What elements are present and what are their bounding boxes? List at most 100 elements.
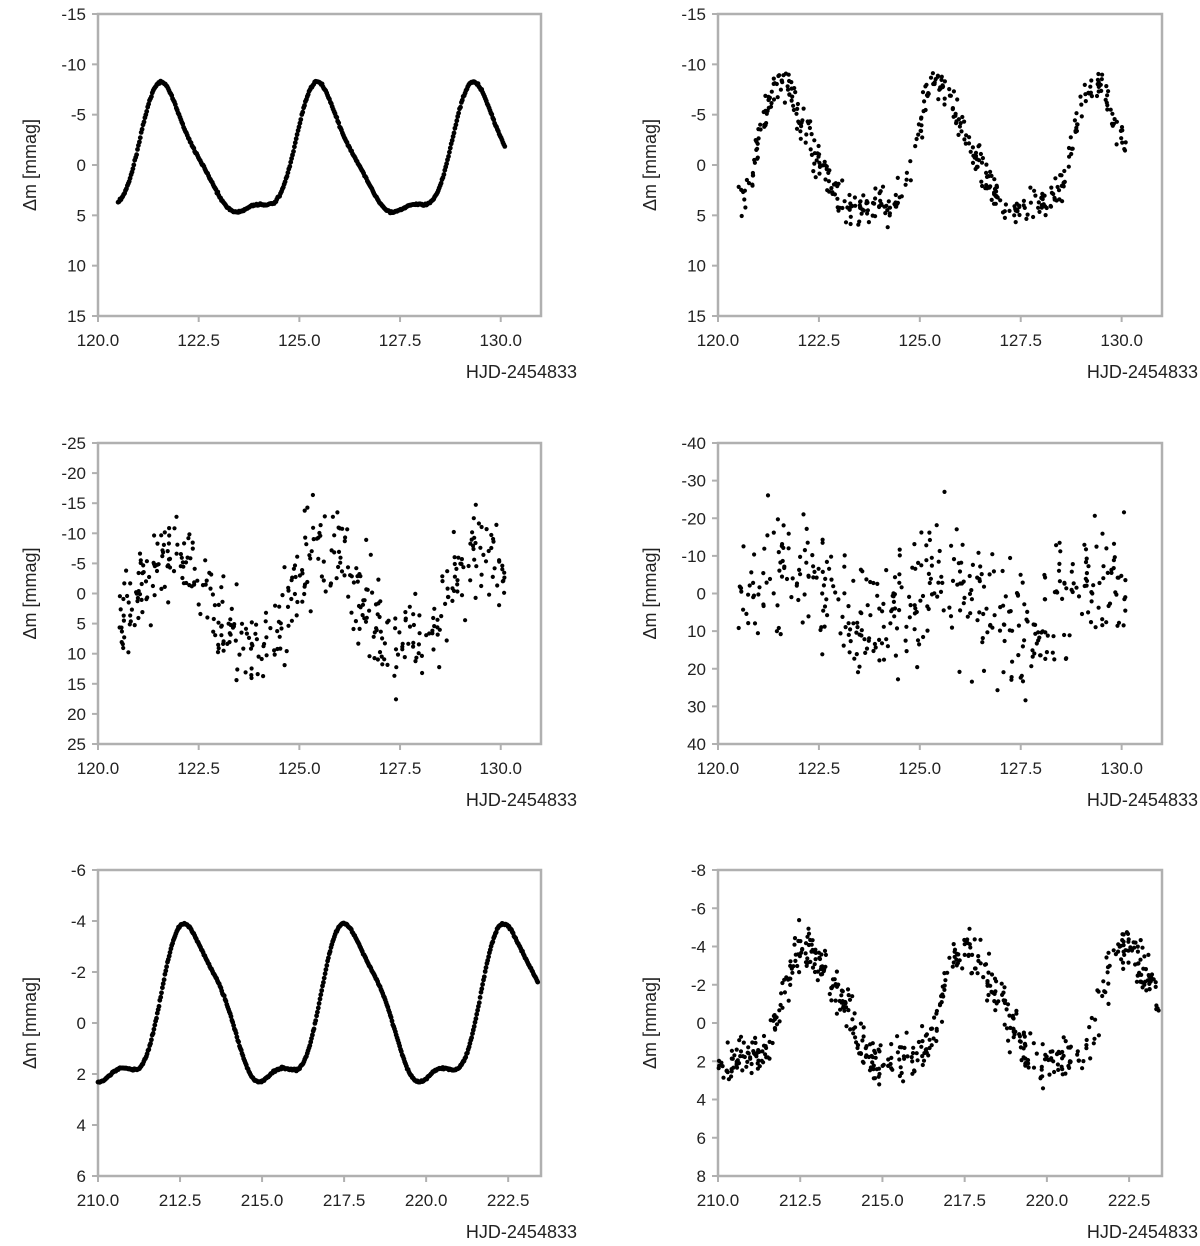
data-point — [323, 589, 328, 594]
data-point — [491, 539, 496, 544]
data-point — [286, 623, 291, 628]
x-tick-label: 212.5 — [779, 1191, 822, 1210]
data-point — [1096, 89, 1101, 94]
data-point — [1113, 952, 1118, 957]
data-point — [913, 144, 918, 149]
data-point — [917, 642, 922, 647]
data-point — [129, 607, 134, 612]
data-point — [1111, 948, 1116, 953]
data-point — [1044, 650, 1049, 655]
data-point — [951, 960, 956, 965]
data-point — [1034, 641, 1039, 646]
data-point — [1021, 198, 1026, 203]
data-point — [865, 603, 870, 608]
data-point — [942, 987, 947, 993]
data-point — [981, 611, 986, 617]
data-point — [815, 969, 821, 974]
data-point — [963, 141, 968, 146]
data-point — [970, 562, 976, 568]
data-point — [318, 523, 323, 528]
data-point — [122, 581, 127, 586]
data-point — [134, 152, 140, 158]
data-point — [791, 103, 796, 108]
data-point — [794, 111, 799, 116]
data-point — [836, 208, 841, 213]
data-point — [203, 558, 208, 563]
data-point — [1086, 610, 1091, 615]
data-point — [439, 614, 444, 619]
data-point — [914, 609, 919, 615]
data-point — [1096, 84, 1101, 89]
data-point — [792, 936, 798, 941]
data-point — [416, 642, 421, 647]
data-point — [461, 565, 466, 570]
data-point — [984, 170, 989, 175]
data-point — [951, 557, 957, 562]
data-series — [115, 78, 508, 216]
data-point — [308, 609, 313, 614]
data-point — [1020, 644, 1025, 649]
data-point — [820, 537, 825, 542]
y-tick-label: -15 — [681, 5, 706, 24]
data-point — [993, 201, 998, 206]
data-point — [1132, 945, 1137, 950]
data-point — [417, 631, 422, 636]
data-point — [860, 1038, 865, 1043]
data-point — [810, 965, 816, 970]
y-tick-label: 10 — [687, 622, 706, 641]
data-point — [816, 566, 821, 571]
data-point — [233, 1030, 239, 1036]
data-point — [1008, 555, 1013, 561]
data-point — [236, 1039, 242, 1045]
data-point — [1074, 111, 1079, 116]
data-point — [962, 137, 967, 142]
data-point — [483, 965, 489, 970]
data-point — [842, 199, 847, 204]
data-point — [926, 571, 932, 577]
data-point — [322, 971, 328, 977]
x-tick-label: 125.0 — [899, 759, 942, 778]
data-point — [776, 550, 781, 555]
data-point — [264, 653, 269, 658]
data-point — [1020, 679, 1026, 684]
data-point — [329, 548, 334, 553]
data-point — [994, 185, 1000, 190]
data-point — [282, 179, 288, 185]
data-point — [934, 1011, 939, 1016]
data-point — [734, 1065, 740, 1070]
data-point — [419, 653, 424, 659]
data-point — [450, 598, 455, 604]
data-point — [990, 552, 995, 557]
data-point — [883, 211, 888, 216]
data-point — [139, 581, 144, 587]
data-point — [839, 993, 844, 998]
data-point — [459, 97, 465, 103]
data-point — [998, 198, 1003, 203]
data-point — [815, 978, 820, 983]
data-point — [458, 104, 463, 110]
data-point — [912, 542, 917, 547]
data-point — [771, 76, 776, 81]
data-point — [803, 951, 808, 956]
data-point — [450, 134, 456, 139]
data-point — [479, 572, 484, 577]
data-point — [826, 179, 832, 184]
data-point — [141, 119, 147, 125]
data-point — [1019, 1058, 1024, 1063]
data-point — [211, 629, 216, 634]
y-tick-label: 0 — [697, 156, 706, 175]
data-point — [455, 589, 460, 594]
data-point — [986, 951, 992, 956]
data-point — [758, 122, 763, 127]
data-point — [1052, 1069, 1057, 1075]
data-point — [212, 603, 217, 608]
x-tick-label: 212.5 — [159, 1191, 202, 1210]
data-point — [500, 567, 505, 572]
data-point — [980, 156, 986, 161]
data-point — [156, 1003, 162, 1009]
data-point — [378, 629, 383, 634]
data-point — [159, 990, 164, 996]
data-point — [744, 177, 750, 183]
x-tick-label: 130.0 — [479, 331, 522, 350]
x-tick-label: 127.5 — [999, 331, 1042, 350]
